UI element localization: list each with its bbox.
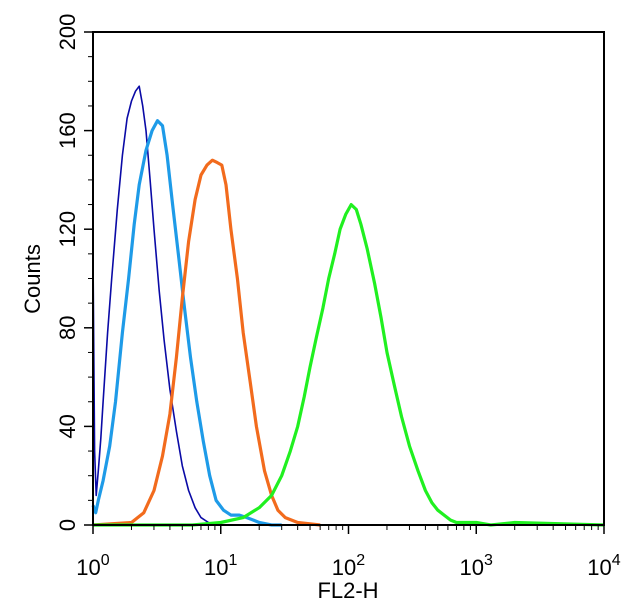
series-layer [91, 85, 605, 527]
tick-label-layer: 100 101 102 103 104 0 40 80 120 160 200 [55, 14, 621, 580]
x-axis-label: FL2-H [317, 578, 378, 603]
histogram-series-4 [93, 203, 605, 527]
x-tick-label-3: 103 [460, 552, 493, 580]
x-tick-label-4: 104 [587, 552, 620, 580]
y-tick-label-0: 0 [55, 519, 80, 531]
histogram-series-2 [91, 119, 282, 527]
plot-frame [92, 31, 605, 526]
y-axis-label: Counts [20, 244, 45, 314]
tick-layer [84, 31, 605, 534]
y-tick-label-4: 160 [55, 112, 80, 149]
y-tick-label-3: 120 [55, 211, 80, 248]
y-tick-label-5: 200 [55, 14, 80, 51]
x-tick-label-1: 101 [204, 552, 237, 580]
y-tick-label-1: 40 [55, 414, 80, 438]
x-tick-label-0: 100 [76, 552, 109, 580]
histogram-series-1 [92, 85, 244, 526]
x-tick-label-2: 102 [332, 552, 365, 580]
histogram-series-3 [92, 158, 321, 527]
y-tick-label-2: 80 [55, 316, 80, 340]
